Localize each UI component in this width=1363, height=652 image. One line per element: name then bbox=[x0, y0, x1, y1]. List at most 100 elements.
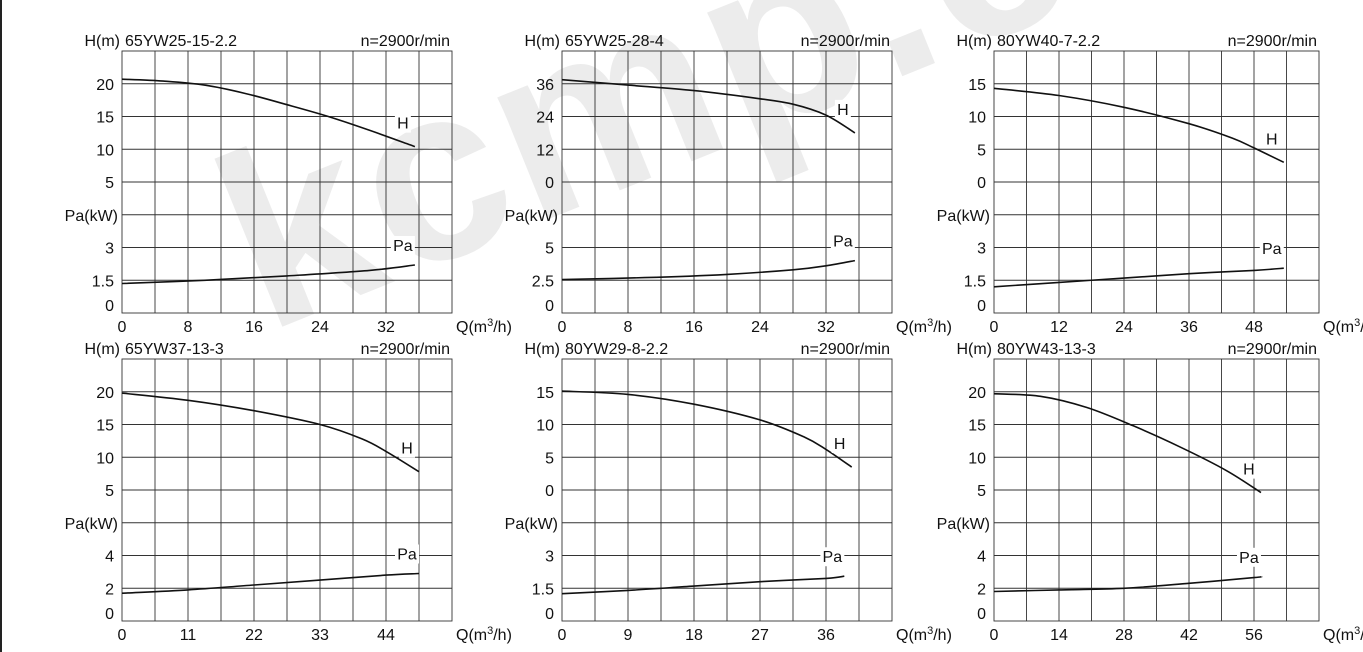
x-tick-label: 11 bbox=[180, 627, 197, 644]
x-tick-label: 0 bbox=[990, 319, 999, 336]
head-curve bbox=[561, 390, 853, 468]
h-tick-label: 0 bbox=[977, 175, 986, 192]
x-tick-label: 0 bbox=[118, 319, 127, 336]
pa-axis-label: Pa(kW) bbox=[65, 208, 118, 225]
x-axis-unit-superscript: 3 bbox=[1354, 317, 1360, 329]
pa-axis-label: Pa(kW) bbox=[505, 208, 558, 225]
pa-tick-label: 1.5 bbox=[532, 581, 554, 598]
power-curve-label: Pa bbox=[397, 547, 417, 564]
x-axis-label: Q(m3/h) bbox=[896, 625, 952, 644]
x-tick-label: 44 bbox=[377, 627, 395, 644]
x-axis-label: Q(m3/h) bbox=[456, 625, 512, 644]
curve-label-background bbox=[1236, 547, 1261, 567]
x-tick-label: 16 bbox=[685, 319, 703, 336]
h-axis-label: H(m) bbox=[956, 33, 992, 50]
power-curve bbox=[561, 575, 845, 595]
pump-model-title: 80YW43-13-3 bbox=[997, 341, 1096, 358]
power-curve-label: Pa bbox=[1262, 241, 1282, 258]
curve-label-background bbox=[1259, 239, 1284, 259]
x-tick-label: 22 bbox=[245, 627, 263, 644]
x-tick-label: 24 bbox=[311, 319, 329, 336]
speed-label: n=2900r/min bbox=[1228, 341, 1317, 358]
x-tick-label: 48 bbox=[1245, 319, 1263, 336]
pa-tick-label: 4 bbox=[977, 549, 986, 566]
h-tick-label: 10 bbox=[96, 450, 114, 467]
speed-label: n=2900r/min bbox=[361, 341, 450, 358]
pa-tick-label: 5 bbox=[545, 241, 554, 258]
h-tick-label: 5 bbox=[105, 175, 114, 192]
x-tick-label: 8 bbox=[184, 319, 193, 336]
x-tick-label: 36 bbox=[1180, 319, 1198, 336]
x-tick-label: 32 bbox=[817, 319, 835, 336]
power-curve-label: Pa bbox=[833, 234, 853, 251]
head-curve bbox=[561, 78, 856, 134]
x-axis-unit-superscript: 3 bbox=[487, 625, 493, 637]
power-curve bbox=[121, 264, 415, 285]
h-tick-label: 0 bbox=[545, 175, 554, 192]
x-tick-label: 36 bbox=[817, 627, 835, 644]
head-curve-label: H bbox=[1266, 131, 1278, 148]
h-axis-label: H(m) bbox=[84, 341, 120, 358]
speed-label: n=2900r/min bbox=[801, 33, 890, 50]
x-tick-label: 16 bbox=[245, 319, 263, 336]
curve-label-background bbox=[1240, 459, 1257, 479]
pa-tick-label: 3 bbox=[977, 241, 986, 258]
head-curve-label: H bbox=[397, 116, 409, 133]
curve-label-background bbox=[394, 113, 411, 133]
x-tick-label: 33 bbox=[311, 627, 329, 644]
pa-tick-label: 4 bbox=[105, 549, 114, 566]
h-tick-label: 12 bbox=[536, 142, 554, 159]
pa-tick-label: 1.5 bbox=[92, 273, 114, 290]
pa-tick-label: 3 bbox=[105, 241, 114, 258]
chart-5: H(m) 80YW29-8-2.2 n=2900r/min 15 10 5 0 Pa(kW) 3… bbox=[505, 341, 952, 644]
h-axis-label: H(m) bbox=[524, 33, 560, 50]
pa-tick-label: 2 bbox=[977, 581, 986, 598]
pa-tick-label: 2 bbox=[105, 581, 114, 598]
h-tick-label: 5 bbox=[977, 142, 986, 159]
x-tick-label: 0 bbox=[558, 319, 567, 336]
x-axis-unit-suffix: /h) bbox=[933, 319, 952, 336]
x-tick-label: 0 bbox=[558, 627, 567, 644]
h-tick-label: 15 bbox=[968, 77, 986, 94]
h-axis-label: H(m) bbox=[956, 341, 992, 358]
h-tick-label: 20 bbox=[96, 385, 114, 402]
h-tick-label: 24 bbox=[536, 110, 554, 127]
pa-axis-label: Pa(kW) bbox=[505, 516, 558, 533]
pa-tick-label: 3 bbox=[545, 549, 554, 566]
x-tick-label: 0 bbox=[118, 627, 127, 644]
pa-tick-label: 1.5 bbox=[964, 273, 986, 290]
x-axis-label: Q(m3/h) bbox=[1323, 317, 1363, 336]
x-axis-unit-suffix: /h) bbox=[493, 319, 512, 336]
head-curve bbox=[993, 392, 1262, 494]
speed-label: n=2900r/min bbox=[361, 33, 450, 50]
x-tick-label: 56 bbox=[1245, 627, 1263, 644]
h-tick-label: 36 bbox=[536, 77, 554, 94]
x-axis-unit-suffix: /h) bbox=[933, 627, 952, 644]
h-axis-label: H(m) bbox=[524, 341, 560, 358]
curve-label-background bbox=[1263, 129, 1280, 149]
x-axis-unit-superscript: 3 bbox=[487, 317, 493, 329]
curve-label-background bbox=[390, 235, 415, 255]
x-tick-label: 32 bbox=[377, 319, 395, 336]
x-tick-label: 9 bbox=[624, 627, 633, 644]
curve-label-background bbox=[395, 544, 419, 564]
pa-axis-label: Pa(kW) bbox=[937, 516, 990, 533]
curve-label-background bbox=[831, 434, 848, 454]
x-tick-label: 42 bbox=[1180, 627, 1198, 644]
x-axis-unit-superscript: 3 bbox=[1354, 625, 1360, 637]
chart-4: H(m) 65YW37-13-3 n=2900r/min2015105Pa(kW)4… bbox=[65, 341, 512, 644]
h-tick-label: 5 bbox=[545, 450, 554, 467]
h-tick-label: 20 bbox=[96, 77, 114, 94]
x-axis-label: Q(m3/h) bbox=[896, 317, 952, 336]
power-curve-label: Pa bbox=[1239, 550, 1259, 567]
pa-tick-label: 0 bbox=[977, 298, 986, 315]
head-curve bbox=[993, 87, 1285, 164]
x-tick-label: 18 bbox=[685, 627, 703, 644]
h-axis-label: H(m) bbox=[84, 33, 120, 50]
h-tick-label: 10 bbox=[96, 142, 114, 159]
x-tick-label: 27 bbox=[751, 627, 769, 644]
speed-label: n=2900r/min bbox=[801, 341, 890, 358]
power-curve-label: Pa bbox=[393, 238, 413, 255]
head-curve-label: H bbox=[401, 441, 413, 458]
head-curve bbox=[121, 392, 420, 473]
